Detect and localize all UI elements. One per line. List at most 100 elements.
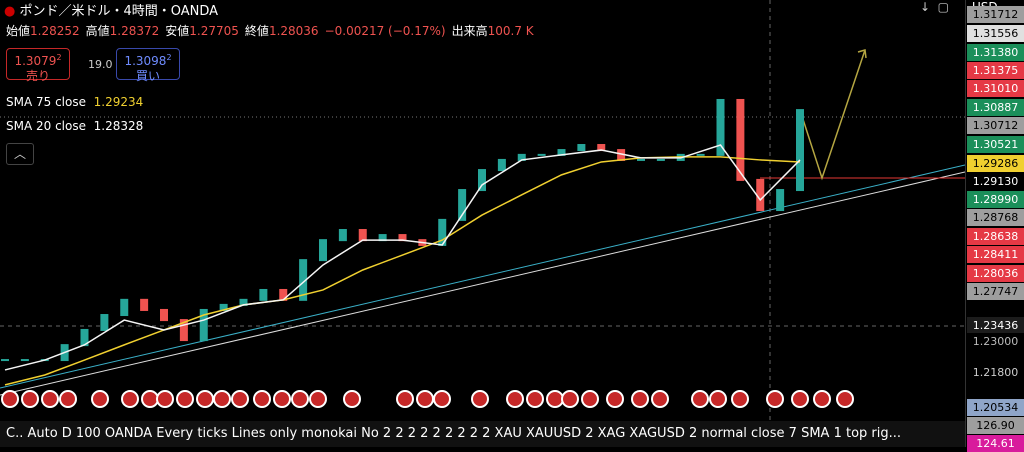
ohlc-value: 1.27705 [189, 24, 239, 38]
price-label: 1.31556 [967, 25, 1024, 42]
candle [398, 234, 407, 242]
candle [497, 158, 506, 172]
candle [656, 158, 665, 161]
ohlc-value: 1.28252 [30, 24, 80, 38]
candle [557, 149, 566, 156]
candle [577, 144, 586, 152]
ohlc-key: 終値 [244, 24, 269, 38]
sell-label: 売り [25, 69, 50, 83]
candle [219, 303, 228, 311]
price-label: 1.31375 [967, 62, 1024, 79]
flag-icon [651, 390, 669, 408]
trendline [0, 164, 965, 389]
flag-icon [176, 390, 194, 408]
symbol: ● ポンド／米ドル・4時間・OANDA [4, 4, 219, 19]
price-label: 1.30521 [967, 136, 1024, 153]
price-label: 1.31010 [967, 80, 1024, 97]
candle [100, 314, 109, 331]
price-label: 1.29130 [967, 173, 1024, 190]
sell-button[interactable]: 1.30792 売り [6, 48, 70, 83]
candle [796, 109, 804, 192]
flag-icon [416, 390, 434, 408]
candle [458, 189, 467, 221]
flag-icon [766, 390, 784, 408]
price-label: 1.28411 [967, 246, 1024, 263]
candle [438, 218, 447, 246]
indicator: SMA 75 close 1.29234 [6, 95, 143, 109]
candle [517, 153, 526, 161]
candle [617, 149, 626, 161]
price-label: 1.21800 [967, 364, 1024, 381]
ohlc-value: −0.00217 (−0.17%) [324, 24, 446, 38]
flag-icon [506, 390, 524, 408]
price-label: 124.61 [967, 435, 1024, 452]
price-label: 1.20534 [967, 399, 1024, 416]
ohlc-key: 出来高 [451, 24, 488, 38]
candle [80, 328, 89, 347]
flag-icon [196, 390, 214, 408]
buy-button[interactable]: 1.30982 買い [116, 48, 180, 83]
flag-icon [791, 390, 809, 408]
candle [716, 98, 725, 156]
price-label: 1.23000 [967, 333, 1024, 350]
toolbar[interactable]: ↓ ▢ [920, 0, 950, 14]
buy-sup: 2 [166, 53, 172, 62]
flag-icon [253, 390, 271, 408]
candle [299, 259, 308, 301]
flag-icon [1, 390, 19, 408]
buy-price: 1.3098 [124, 54, 167, 68]
candle [319, 239, 327, 262]
trendline [0, 171, 965, 396]
collapse-button[interactable]: ︿ [6, 143, 34, 165]
buy-label: 買い [135, 69, 160, 83]
price-label: 126.90 [967, 417, 1024, 434]
spread: 19.0 [88, 58, 113, 71]
price-label: 1.28990 [967, 191, 1024, 208]
flag-icon [156, 390, 174, 408]
indicator-value: 1.28328 [93, 119, 144, 133]
flag-icon [21, 390, 39, 408]
flag-icon [41, 390, 59, 408]
candle [338, 229, 347, 242]
flag-icon [141, 390, 159, 408]
ohlc-key: 安値 [165, 24, 190, 38]
flag-icon [273, 390, 291, 408]
price-label: 1.28036 [967, 265, 1024, 282]
flag-icon [471, 390, 489, 408]
indicator: SMA 20 close 1.28328 [6, 119, 143, 133]
status-bar: C.. Auto D 100 OANDA Every ticks Lines o… [0, 421, 965, 447]
flag-icon [709, 390, 727, 408]
flag-icon [836, 390, 854, 408]
flag-icon [526, 390, 544, 408]
candle [1, 359, 9, 362]
indicator-name: SMA 75 close [6, 95, 86, 109]
candle [120, 298, 129, 317]
candle [637, 158, 645, 161]
flag-icon [91, 390, 109, 408]
candle [279, 288, 288, 301]
ohlc-value: 100.7 K [487, 24, 534, 38]
price-label: 1.23436 [967, 317, 1024, 334]
price-label: 1.30712 [967, 117, 1024, 134]
ohlc-key: 高値 [85, 24, 110, 38]
flag-icon [231, 390, 249, 408]
sma-line [4, 144, 801, 371]
axis-border [965, 0, 966, 447]
candle [160, 308, 168, 322]
candle [696, 153, 705, 156]
flag-icon [59, 390, 77, 408]
price-label: 1.30887 [967, 99, 1024, 116]
price-label: 1.31712 [967, 6, 1024, 23]
flag-icon [121, 390, 139, 408]
candle [736, 98, 745, 181]
flag-icon [731, 390, 749, 408]
candle [537, 153, 546, 156]
price-label: 1.28768 [967, 209, 1024, 226]
flag-icon [546, 390, 564, 408]
candle [378, 234, 387, 242]
ohlc-key: 始値 [6, 24, 31, 38]
indicator-value: 1.29234 [93, 95, 144, 109]
chart [0, 0, 965, 421]
candle [776, 189, 785, 212]
